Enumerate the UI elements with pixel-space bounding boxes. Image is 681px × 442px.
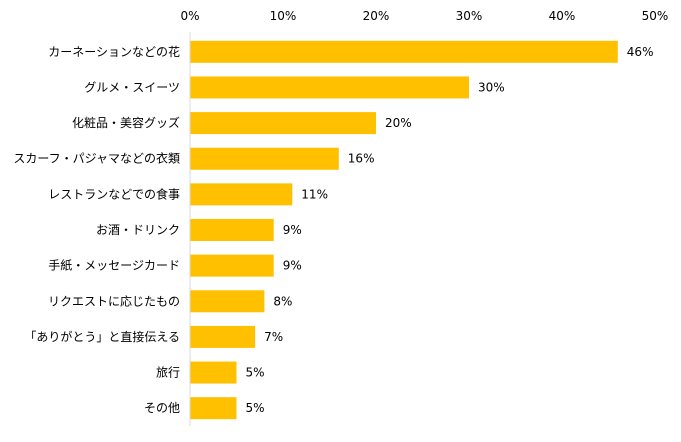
category-label: 化粧品・美容グッズ (72, 115, 180, 130)
category-label: 「ありがとう」と直接伝える (24, 329, 180, 344)
category-label: レストランなどでの食事 (48, 186, 180, 201)
bar (190, 183, 293, 206)
value-label: 30% (478, 80, 505, 94)
value-label: 9% (283, 259, 302, 273)
category-label: スカーフ・パジャマなどの衣類 (13, 151, 180, 166)
bar (190, 40, 618, 63)
value-label: 46% (627, 45, 654, 59)
bar (190, 112, 376, 135)
bar (190, 361, 237, 384)
x-tick-label: 30% (456, 9, 483, 23)
value-labels: 46% 30% 20% 16% 11% 9% 9% 8% 7% 5% 5% (246, 45, 654, 415)
category-label: その他 (144, 401, 180, 415)
x-tick-label: 20% (363, 9, 390, 23)
bar (190, 147, 339, 170)
category-label: カーネーションなどの花 (48, 44, 180, 59)
category-labels: カーネーションなどの花グルメ・スイーツ化粧品・美容グッズスカーフ・パジャマなどの… (13, 44, 180, 415)
bar (190, 397, 237, 420)
value-label: 20% (385, 116, 412, 130)
bars (190, 40, 618, 420)
bar (190, 219, 274, 241)
category-label: 手紙・メッセージカード (48, 258, 180, 273)
bar (190, 290, 265, 313)
value-label: 9% (283, 223, 302, 237)
value-label: 5% (246, 401, 265, 415)
x-tick-label: 50% (642, 9, 669, 23)
x-axis-ticks: 0% 10% 20% 30% 40% 50% (180, 9, 668, 23)
bar (190, 325, 256, 348)
category-label: グルメ・スイーツ (84, 80, 180, 94)
x-tick-label: 10% (270, 9, 297, 23)
value-label: 16% (348, 152, 375, 166)
value-label: 11% (301, 187, 328, 201)
x-tick-label: 40% (549, 9, 576, 23)
category-label: お酒・ドリンク (96, 223, 180, 237)
value-label: 7% (264, 330, 283, 344)
bar (190, 76, 469, 99)
value-label: 5% (246, 366, 265, 380)
value-label: 8% (273, 294, 292, 308)
category-label: リクエストに応じたもの (48, 294, 180, 308)
bar (190, 254, 274, 277)
x-tick-label: 0% (180, 9, 199, 23)
category-label: 旅行 (156, 366, 180, 380)
